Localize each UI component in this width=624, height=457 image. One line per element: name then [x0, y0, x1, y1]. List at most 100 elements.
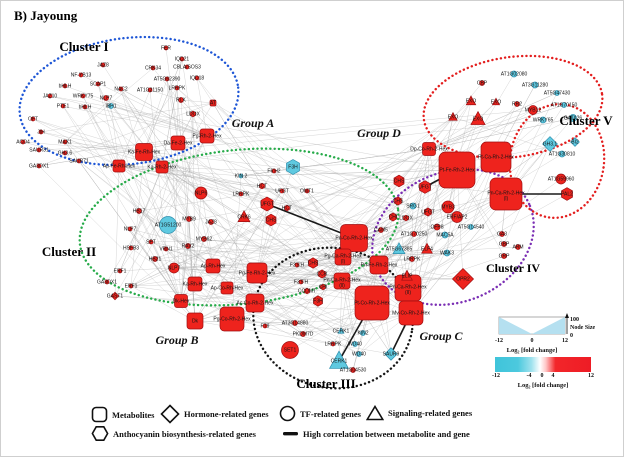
- network-node[interactable]: [147, 87, 153, 93]
- network-node[interactable]: [185, 243, 191, 249]
- network-node[interactable]: [411, 231, 417, 237]
- network-node[interactable]: [398, 300, 424, 326]
- network-node[interactable]: [389, 212, 397, 222]
- network-node[interactable]: [320, 283, 326, 291]
- network-node[interactable]: [135, 143, 153, 161]
- network-node[interactable]: [164, 76, 170, 82]
- network-node[interactable]: [384, 347, 398, 361]
- network-node[interactable]: [514, 101, 520, 107]
- network-node[interactable]: [62, 150, 68, 156]
- network-node[interactable]: [468, 224, 474, 230]
- network-node[interactable]: [174, 294, 188, 308]
- network-node[interactable]: [286, 159, 300, 175]
- network-node[interactable]: [60, 103, 66, 109]
- network-node[interactable]: [265, 213, 277, 227]
- network-node[interactable]: [438, 151, 476, 189]
- network-node[interactable]: [117, 268, 123, 274]
- network-node[interactable]: [168, 262, 180, 274]
- network-node[interactable]: [479, 80, 485, 86]
- network-node[interactable]: [531, 81, 539, 89]
- network-node[interactable]: [112, 159, 126, 173]
- network-node[interactable]: [170, 135, 186, 151]
- network-node[interactable]: [352, 341, 358, 347]
- network-node[interactable]: [199, 128, 215, 144]
- network-node[interactable]: [38, 129, 44, 135]
- network-node[interactable]: [470, 110, 486, 125]
- network-node[interactable]: [304, 287, 310, 295]
- network-node[interactable]: [501, 253, 507, 259]
- network-node[interactable]: [36, 147, 42, 153]
- network-node[interactable]: [292, 320, 298, 326]
- network-node[interactable]: [179, 56, 185, 62]
- network-node[interactable]: [136, 208, 142, 214]
- network-node[interactable]: [354, 285, 390, 321]
- network-node[interactable]: [403, 214, 409, 222]
- network-node[interactable]: [127, 226, 133, 232]
- network-node[interactable]: [62, 139, 68, 145]
- network-node[interactable]: [528, 105, 538, 115]
- network-node[interactable]: [369, 255, 389, 275]
- network-node[interactable]: [148, 239, 154, 245]
- network-node[interactable]: [465, 95, 477, 106]
- network-node[interactable]: [76, 158, 82, 164]
- network-node[interactable]: [237, 210, 251, 222]
- network-node[interactable]: [194, 75, 200, 81]
- network-node[interactable]: [163, 45, 169, 51]
- network-node[interactable]: [184, 64, 190, 70]
- network-node[interactable]: [558, 150, 566, 158]
- network-node[interactable]: [279, 188, 285, 194]
- network-node[interactable]: [190, 110, 196, 118]
- network-node[interactable]: [238, 173, 244, 179]
- network-node[interactable]: [515, 244, 521, 250]
- network-node[interactable]: [328, 350, 350, 369]
- network-node[interactable]: [393, 174, 405, 188]
- network-node[interactable]: [208, 219, 214, 225]
- network-node[interactable]: [480, 141, 512, 173]
- network-node[interactable]: [95, 81, 101, 87]
- network-node[interactable]: [201, 236, 207, 242]
- network-node[interactable]: [491, 97, 501, 106]
- network-node[interactable]: [337, 327, 345, 334]
- network-node[interactable]: [542, 136, 558, 152]
- network-node[interactable]: [489, 177, 523, 211]
- network-node[interactable]: [300, 331, 306, 337]
- network-node[interactable]: [78, 72, 84, 78]
- network-node[interactable]: [36, 163, 42, 169]
- network-node[interactable]: [499, 231, 505, 237]
- network-node[interactable]: [401, 269, 413, 281]
- network-node[interactable]: [451, 267, 475, 291]
- network-node[interactable]: [82, 104, 88, 110]
- network-node[interactable]: [194, 186, 208, 200]
- network-node[interactable]: [539, 116, 547, 124]
- network-node[interactable]: [205, 258, 221, 274]
- network-node[interactable]: [178, 97, 184, 103]
- network-node[interactable]: [421, 242, 433, 254]
- network-node[interactable]: [30, 116, 36, 122]
- network-node[interactable]: [561, 187, 573, 201]
- network-node[interactable]: [294, 262, 300, 268]
- network-node[interactable]: [561, 102, 567, 108]
- network-node[interactable]: [424, 207, 432, 217]
- network-node[interactable]: [350, 367, 356, 373]
- network-node[interactable]: [333, 272, 351, 290]
- network-node[interactable]: [103, 95, 109, 101]
- network-node[interactable]: [304, 188, 310, 194]
- network-node[interactable]: [356, 351, 362, 357]
- network-node[interactable]: [392, 242, 406, 254]
- network-node[interactable]: [163, 246, 169, 252]
- network-node[interactable]: [308, 257, 318, 269]
- network-node[interactable]: [271, 168, 277, 174]
- network-node[interactable]: [569, 114, 577, 122]
- network-node[interactable]: [284, 204, 290, 212]
- network-node[interactable]: [334, 248, 352, 266]
- network-node[interactable]: [260, 196, 274, 212]
- network-node[interactable]: [62, 83, 68, 89]
- network-node[interactable]: [510, 70, 518, 78]
- network-node[interactable]: [80, 93, 86, 99]
- network-node[interactable]: [422, 142, 436, 156]
- network-node[interactable]: [245, 293, 265, 313]
- network-node[interactable]: [47, 93, 53, 99]
- network-node[interactable]: [104, 279, 110, 285]
- network-node[interactable]: [150, 65, 156, 71]
- network-node[interactable]: [238, 191, 244, 197]
